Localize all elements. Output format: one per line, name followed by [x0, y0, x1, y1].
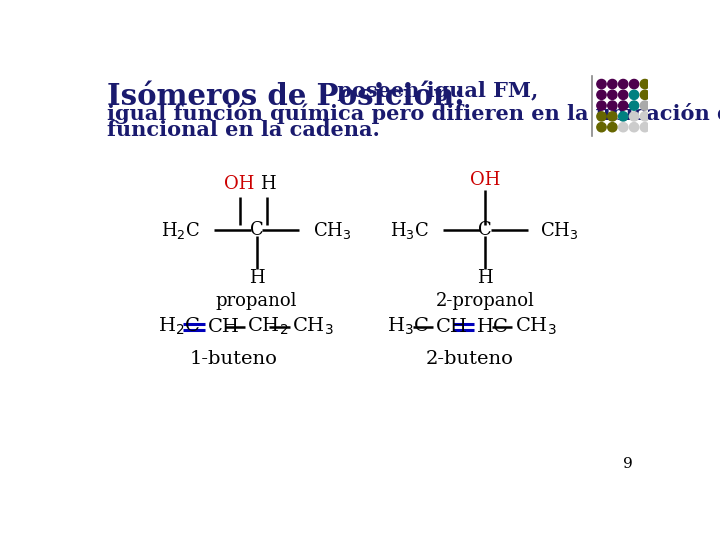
- Text: CH: CH: [208, 318, 240, 335]
- Circle shape: [597, 101, 606, 110]
- Text: H: H: [249, 269, 264, 287]
- Text: OH: OH: [225, 175, 255, 193]
- Text: C: C: [478, 221, 492, 239]
- Circle shape: [618, 112, 628, 121]
- Circle shape: [640, 123, 649, 132]
- Circle shape: [608, 101, 617, 110]
- Circle shape: [618, 79, 628, 89]
- Circle shape: [640, 101, 649, 110]
- Circle shape: [629, 79, 639, 89]
- Text: 2-propanol: 2-propanol: [436, 292, 535, 310]
- Text: CH$_3$: CH$_3$: [539, 220, 578, 241]
- Text: CH$_3$: CH$_3$: [515, 316, 557, 338]
- Circle shape: [618, 123, 628, 132]
- Circle shape: [629, 112, 639, 121]
- Circle shape: [629, 90, 639, 99]
- Text: H$_3$C: H$_3$C: [387, 316, 429, 338]
- Circle shape: [608, 79, 617, 89]
- Text: H: H: [260, 175, 275, 193]
- Text: OH: OH: [470, 171, 500, 190]
- Circle shape: [618, 90, 628, 99]
- Circle shape: [640, 79, 649, 89]
- Text: poseen igual FM,: poseen igual FM,: [330, 81, 539, 101]
- Circle shape: [608, 123, 617, 132]
- Text: H$_2$C: H$_2$C: [158, 316, 200, 338]
- Circle shape: [597, 112, 606, 121]
- Circle shape: [608, 90, 617, 99]
- Text: H$_2$C: H$_2$C: [161, 220, 200, 241]
- Circle shape: [608, 112, 617, 121]
- Text: 1-buteno: 1-buteno: [189, 350, 277, 368]
- Circle shape: [640, 112, 649, 121]
- Text: HC: HC: [477, 318, 508, 335]
- Text: CH$_2$: CH$_2$: [248, 316, 289, 338]
- Text: 9: 9: [623, 457, 632, 471]
- Text: CH$_3$: CH$_3$: [292, 316, 334, 338]
- Circle shape: [618, 101, 628, 110]
- Text: funcional en la cadena.: funcional en la cadena.: [107, 120, 380, 140]
- Text: CH$_3$: CH$_3$: [313, 220, 352, 241]
- Circle shape: [629, 123, 639, 132]
- Circle shape: [629, 101, 639, 110]
- Text: CH: CH: [436, 318, 467, 335]
- Text: H: H: [477, 269, 493, 287]
- Circle shape: [597, 123, 606, 132]
- Text: propanol: propanol: [216, 292, 297, 310]
- Circle shape: [597, 90, 606, 99]
- Text: Isómeros de Posición:: Isómeros de Posición:: [107, 82, 465, 111]
- Text: igual función química pero difieren en la ubicación del grupo: igual función química pero difieren en l…: [107, 103, 720, 124]
- Text: 2-buteno: 2-buteno: [426, 350, 513, 368]
- Text: H$_3$C: H$_3$C: [390, 220, 428, 241]
- Text: C: C: [250, 221, 264, 239]
- Circle shape: [640, 90, 649, 99]
- Circle shape: [597, 79, 606, 89]
